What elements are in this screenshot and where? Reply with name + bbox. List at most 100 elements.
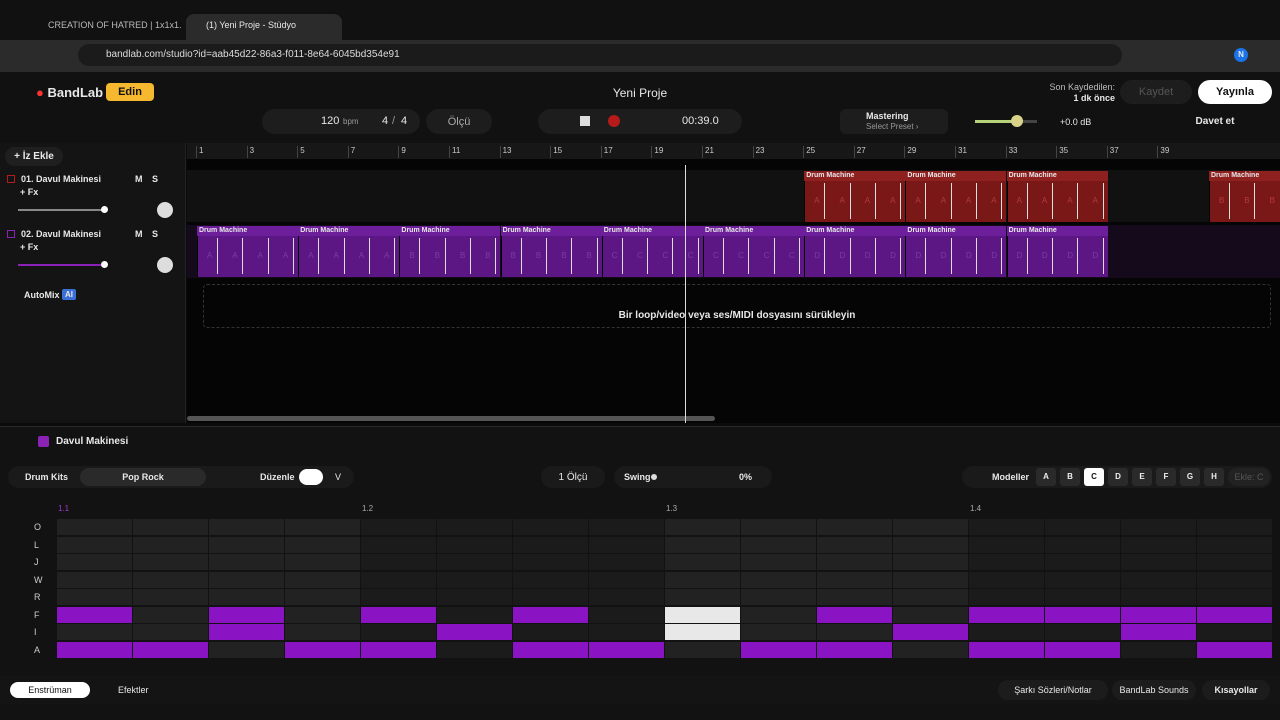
kit[interactable]: Pop Rock	[80, 468, 206, 486]
step[interactable]	[133, 519, 208, 535]
step[interactable]	[209, 536, 284, 553]
pattern-button[interactable]: B	[1060, 468, 1080, 486]
solo-button[interactable]: S	[152, 229, 159, 239]
step[interactable]	[285, 589, 360, 605]
add-pattern[interactable]: Ekle: C	[1228, 468, 1270, 486]
step[interactable]	[133, 536, 208, 553]
step[interactable]	[209, 571, 284, 588]
step[interactable]	[57, 536, 132, 553]
step[interactable]	[1045, 641, 1120, 658]
step[interactable]	[57, 554, 132, 570]
step[interactable]	[1045, 589, 1120, 605]
step[interactable]	[513, 536, 588, 553]
step[interactable]	[437, 589, 512, 605]
step[interactable]	[133, 624, 208, 640]
lyrics[interactable]: Şarkı Sözleri/Notlar	[998, 680, 1108, 700]
step[interactable]	[209, 519, 284, 535]
pattern-button[interactable]: D	[1108, 468, 1128, 486]
mute-button[interactable]: M	[135, 174, 143, 184]
step[interactable]	[665, 589, 740, 605]
pan-knob[interactable]	[157, 202, 173, 218]
step[interactable]	[817, 554, 892, 570]
step[interactable]	[741, 624, 816, 640]
step[interactable]	[285, 641, 360, 658]
volume-slider[interactable]	[18, 209, 106, 211]
address-bar[interactable]: bandlab.com/studio?id=aab45d22-86a3-f011…	[78, 44, 1122, 66]
step[interactable]	[1121, 536, 1196, 553]
step[interactable]	[133, 589, 208, 605]
step[interactable]	[437, 519, 512, 535]
drop-zone[interactable]	[203, 284, 1271, 328]
step[interactable]	[817, 589, 892, 605]
pattern-button[interactable]: H	[1204, 468, 1224, 486]
pattern-button[interactable]: E	[1132, 468, 1152, 486]
step[interactable]	[437, 554, 512, 570]
step[interactable]	[209, 606, 284, 623]
step[interactable]	[589, 571, 664, 588]
step[interactable]	[589, 624, 664, 640]
step[interactable]	[209, 554, 284, 570]
step[interactable]	[893, 641, 968, 658]
step[interactable]	[893, 571, 968, 588]
step[interactable]	[893, 536, 968, 553]
step[interactable]	[1197, 589, 1272, 605]
step[interactable]	[361, 519, 436, 535]
step[interactable]	[285, 624, 360, 640]
fx-button[interactable]: + Fx	[20, 242, 39, 252]
step[interactable]	[893, 519, 968, 535]
tab[interactable]: CREATION OF HATRED | 1x1x1...	[26, 14, 182, 40]
drum-kits[interactable]: Drum Kits	[25, 472, 69, 482]
step[interactable]	[361, 536, 436, 553]
step[interactable]	[437, 536, 512, 553]
step[interactable]	[969, 519, 1044, 535]
step[interactable]	[665, 536, 740, 553]
step[interactable]	[57, 624, 132, 640]
step[interactable]	[969, 554, 1044, 570]
step[interactable]	[361, 589, 436, 605]
step[interactable]	[285, 519, 360, 535]
volume-knob[interactable]	[1011, 115, 1023, 127]
invite[interactable]: Davet et	[1186, 109, 1244, 134]
step[interactable]	[817, 641, 892, 658]
step[interactable]	[969, 624, 1044, 640]
step[interactable]	[57, 641, 132, 658]
step[interactable]	[665, 606, 740, 623]
automix[interactable]: AutoMix	[24, 290, 60, 300]
step[interactable]	[57, 571, 132, 588]
step[interactable]	[437, 571, 512, 588]
step[interactable]	[893, 624, 968, 640]
step[interactable]	[969, 606, 1044, 623]
fx-button[interactable]: + Fx	[20, 187, 39, 197]
step[interactable]	[969, 589, 1044, 605]
step[interactable]	[437, 624, 512, 640]
edit-mode-active[interactable]	[299, 469, 323, 485]
step[interactable]	[285, 606, 360, 623]
step[interactable]	[437, 641, 512, 658]
step[interactable]	[741, 554, 816, 570]
solo-button[interactable]: S	[152, 174, 159, 184]
step[interactable]	[285, 554, 360, 570]
step[interactable]	[1045, 624, 1120, 640]
step[interactable]	[741, 571, 816, 588]
pattern-button[interactable]: F	[1156, 468, 1176, 486]
step[interactable]	[57, 606, 132, 623]
step[interactable]	[1121, 571, 1196, 588]
step[interactable]	[361, 606, 436, 623]
edit-button[interactable]: Edin	[106, 83, 154, 101]
tempo-box[interactable]	[262, 109, 420, 134]
step[interactable]	[133, 554, 208, 570]
step[interactable]	[513, 606, 588, 623]
step[interactable]	[1197, 571, 1272, 588]
step[interactable]	[741, 641, 816, 658]
step[interactable]	[893, 554, 968, 570]
shortcuts[interactable]: Kısayollar	[1202, 680, 1270, 700]
mute-button[interactable]: M	[135, 229, 143, 239]
step[interactable]	[817, 624, 892, 640]
step[interactable]	[1045, 554, 1120, 570]
step[interactable]	[133, 606, 208, 623]
step[interactable]	[589, 589, 664, 605]
step[interactable]	[893, 606, 968, 623]
logo[interactable]: ● BandLab	[36, 85, 103, 100]
pattern-button[interactable]: A	[1036, 468, 1056, 486]
step[interactable]	[1045, 519, 1120, 535]
